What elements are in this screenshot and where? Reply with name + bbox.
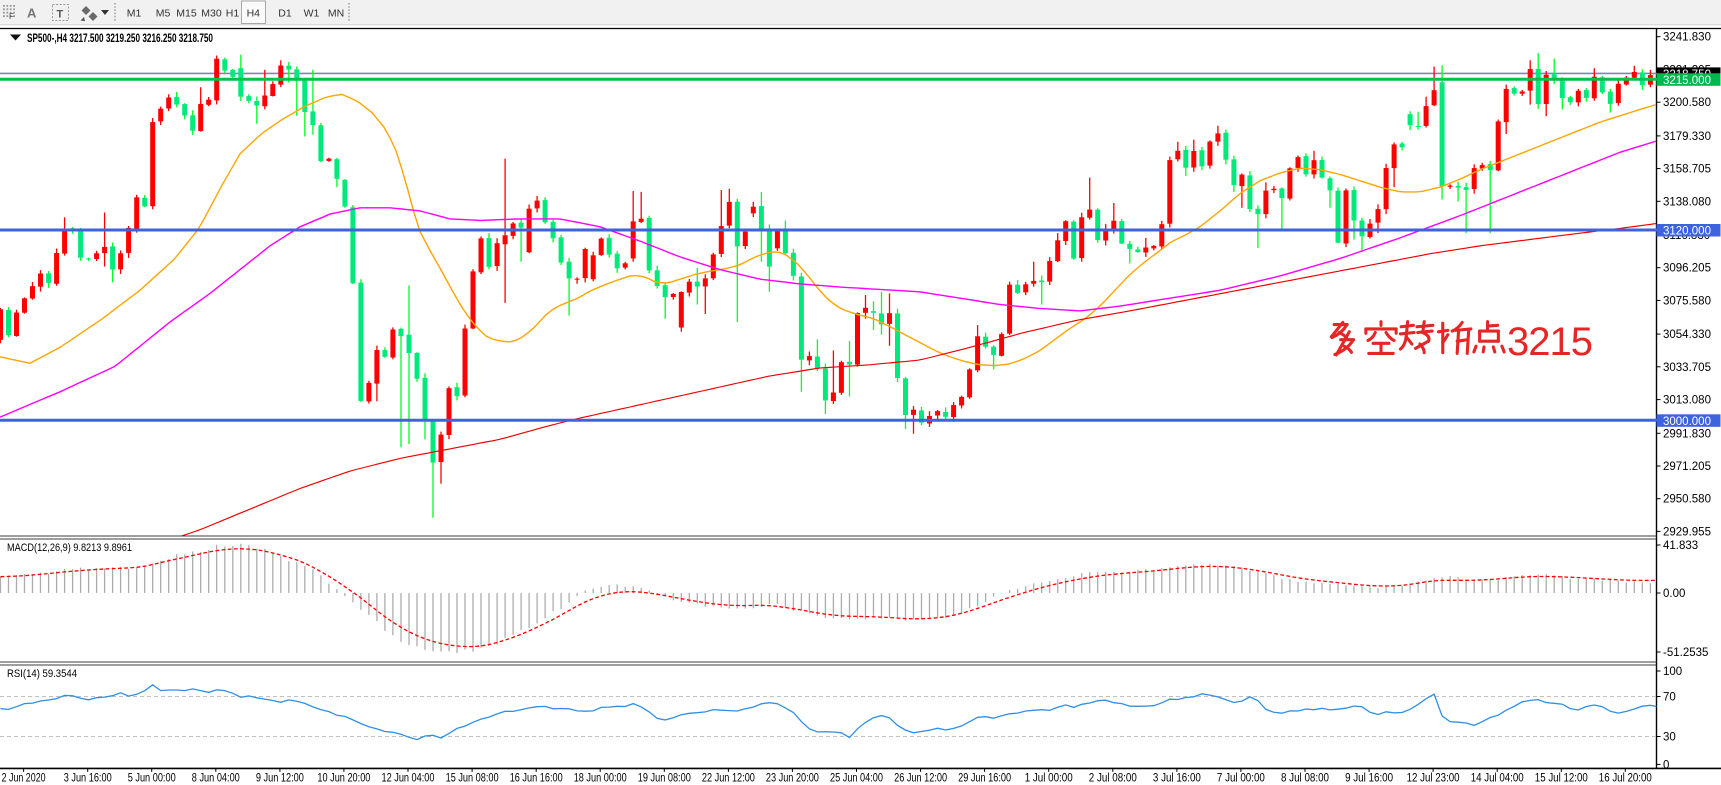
svg-text:22 Jun 12:00: 22 Jun 12:00 — [702, 773, 755, 785]
svg-text:3138.080: 3138.080 — [1663, 196, 1711, 208]
svg-text:2971.205: 2971.205 — [1663, 461, 1711, 473]
svg-text:W1: W1 — [304, 8, 320, 20]
svg-text:16 Jun 16:00: 16 Jun 16:00 — [510, 773, 563, 785]
svg-text:F: F — [9, 12, 14, 21]
svg-text:15 Jul 12:00: 15 Jul 12:00 — [1535, 773, 1588, 785]
svg-text:3215: 3215 — [1507, 320, 1592, 364]
svg-text:3 Jun 16:00: 3 Jun 16:00 — [64, 773, 112, 785]
svg-text:8 Jul 08:00: 8 Jul 08:00 — [1281, 773, 1329, 785]
svg-text:5 Jun 00:00: 5 Jun 00:00 — [128, 773, 176, 785]
svg-text:3241.830: 3241.830 — [1663, 32, 1711, 44]
svg-text:0.00: 0.00 — [1663, 588, 1685, 600]
svg-text:12 Jul 23:00: 12 Jul 23:00 — [1407, 773, 1460, 785]
svg-text:MN: MN — [328, 8, 344, 20]
svg-text:9 Jul 16:00: 9 Jul 16:00 — [1345, 773, 1393, 785]
svg-text:25 Jun 04:00: 25 Jun 04:00 — [830, 773, 883, 785]
svg-text:10 Jun 20:00: 10 Jun 20:00 — [317, 773, 370, 785]
svg-text:3215.000: 3215.000 — [1663, 75, 1711, 87]
svg-text:16 Jul 20:00: 16 Jul 20:00 — [1599, 773, 1652, 785]
svg-text:H1: H1 — [226, 8, 240, 20]
svg-text:RSI(14) 59.3544: RSI(14) 59.3544 — [7, 668, 77, 680]
svg-text:2991.830: 2991.830 — [1663, 428, 1711, 440]
svg-text:3 Jul 16:00: 3 Jul 16:00 — [1153, 773, 1201, 785]
svg-text:T: T — [57, 9, 64, 21]
svg-text:M30: M30 — [201, 8, 222, 20]
svg-text:100: 100 — [1663, 666, 1682, 678]
svg-text:7 Jul 00:00: 7 Jul 00:00 — [1217, 773, 1265, 785]
svg-text:30: 30 — [1663, 732, 1676, 744]
svg-text:3013.080: 3013.080 — [1663, 395, 1711, 407]
svg-text:3200.580: 3200.580 — [1663, 97, 1711, 109]
svg-text:23 Jun 20:00: 23 Jun 20:00 — [766, 773, 819, 785]
svg-text:0: 0 — [1663, 759, 1669, 771]
svg-text:3000.000: 3000.000 — [1663, 416, 1711, 428]
svg-text:2929.955: 2929.955 — [1663, 526, 1711, 538]
svg-text:70: 70 — [1663, 692, 1676, 704]
svg-text:M5: M5 — [156, 8, 171, 20]
svg-text:3120.000: 3120.000 — [1663, 226, 1711, 238]
svg-text:41.833: 41.833 — [1663, 540, 1698, 552]
svg-text:12 Jun 04:00: 12 Jun 04:00 — [382, 773, 435, 785]
svg-text:29 Jun 16:00: 29 Jun 16:00 — [958, 773, 1011, 785]
svg-text:M15: M15 — [176, 8, 197, 20]
svg-text:A: A — [27, 6, 37, 21]
svg-text:3054.330: 3054.330 — [1663, 329, 1711, 341]
svg-text:2 Jun 2020: 2 Jun 2020 — [2, 773, 46, 785]
svg-text:2 Jul 08:00: 2 Jul 08:00 — [1089, 773, 1137, 785]
svg-text:3179.330: 3179.330 — [1663, 131, 1711, 143]
svg-text:2950.580: 2950.580 — [1663, 494, 1711, 506]
svg-text:18 Jun 00:00: 18 Jun 00:00 — [574, 773, 627, 785]
svg-text:26 Jun 12:00: 26 Jun 12:00 — [894, 773, 947, 785]
svg-text:-51.2535: -51.2535 — [1663, 647, 1708, 659]
svg-text:1 Jul 00:00: 1 Jul 00:00 — [1025, 773, 1073, 785]
svg-text:M1: M1 — [127, 8, 142, 20]
svg-text:SP500-,H4 3217.500 3219.250 3: SP500-,H4 3217.500 3219.250 3216.250 321… — [27, 32, 213, 45]
svg-text:H4: H4 — [247, 8, 261, 20]
svg-text:9 Jun 12:00: 9 Jun 12:00 — [256, 773, 304, 785]
svg-text:19 Jun 08:00: 19 Jun 08:00 — [638, 773, 691, 785]
svg-text:3075.580: 3075.580 — [1663, 295, 1711, 307]
svg-text:3033.705: 3033.705 — [1663, 362, 1711, 374]
svg-text:D1: D1 — [278, 8, 292, 20]
svg-text:3158.705: 3158.705 — [1663, 164, 1711, 176]
svg-text:8 Jun 04:00: 8 Jun 04:00 — [192, 773, 240, 785]
svg-text:14 Jul 04:00: 14 Jul 04:00 — [1471, 773, 1524, 785]
svg-text:MACD(12,26,9) 9.8213 9.8961: MACD(12,26,9) 9.8213 9.8961 — [7, 542, 132, 554]
svg-text:3096.205: 3096.205 — [1663, 263, 1711, 275]
svg-text:15 Jun 08:00: 15 Jun 08:00 — [446, 773, 499, 785]
